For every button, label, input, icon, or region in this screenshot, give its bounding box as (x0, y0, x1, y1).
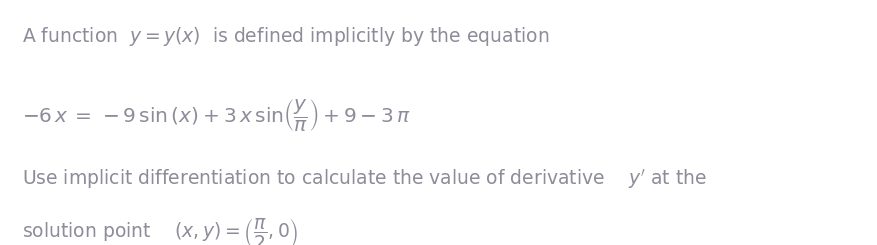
Text: $-6\,x\,{=}\,-9\,\sin\left(x\right)+3\,x\,\sin\!\left(\dfrac{y}{\pi}\right)+9-3\: $-6\,x\,{=}\,-9\,\sin\left(x\right)+3\,x… (22, 98, 410, 134)
Text: solution point $\quad (x, y) = \left(\dfrac{\pi}{2}, 0\right)$: solution point $\quad (x, y) = \left(\df… (22, 216, 298, 245)
Text: A function  $y = y(x)$  is defined implicitly by the equation: A function $y = y(x)$ is defined implici… (22, 24, 549, 48)
Text: Use implicit differentiation to calculate the value of derivative $\quad y'$ at : Use implicit differentiation to calculat… (22, 167, 706, 191)
